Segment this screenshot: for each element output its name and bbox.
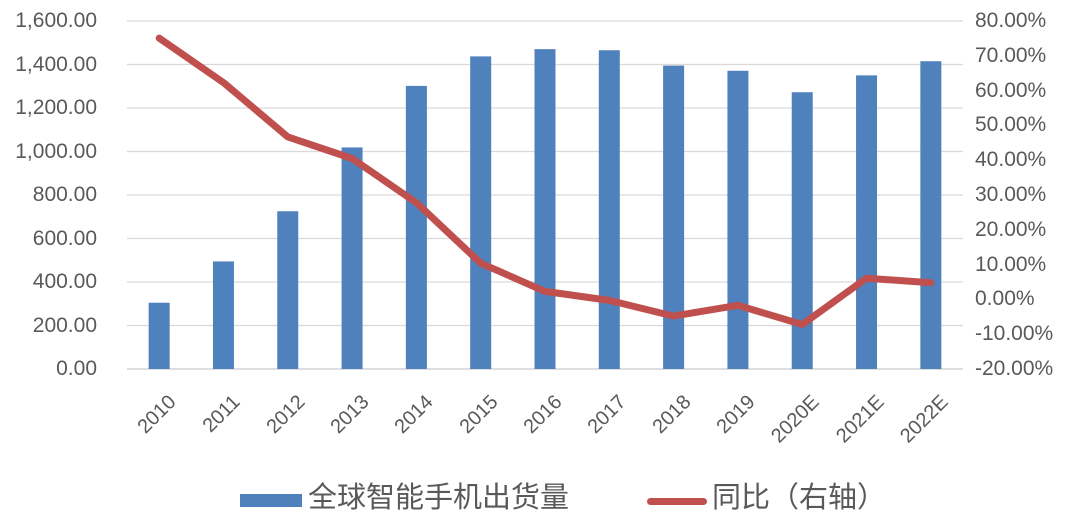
- bar-2011: [212, 261, 234, 369]
- right-axis-tick-label: 40.00%: [975, 148, 1047, 172]
- right-axis-tick-label: 30.00%: [975, 183, 1047, 206]
- left-axis-tick-label: 1,200.00: [15, 96, 97, 119]
- left-axis-tick-label: 400.00: [32, 270, 97, 293]
- bar-2015: [470, 56, 492, 370]
- left-axis-tick-label: 1,600.00: [15, 9, 97, 32]
- bar-2020E: [791, 92, 813, 369]
- right-axis-tick-label: 50.00%: [975, 113, 1047, 137]
- bar-2013: [341, 147, 363, 369]
- bar-2021E: [856, 75, 878, 369]
- left-axis-tick-label: 200.00: [32, 313, 97, 337]
- left-axis-tick-label: 1,400.00: [15, 52, 97, 76]
- bar-2022E: [920, 61, 942, 370]
- right-axis-tick-label: -20.00%: [975, 357, 1054, 380]
- right-axis-tick-label: 80.00%: [975, 9, 1047, 32]
- left-axis-tick-label: 0.00: [56, 357, 97, 380]
- left-axis-tick-label: 1,000.00: [15, 139, 97, 163]
- bar-2010: [148, 302, 170, 369]
- bar-2012: [277, 211, 299, 369]
- right-axis-tick-label: 20.00%: [975, 217, 1047, 241]
- bar-2017: [598, 50, 620, 369]
- legend: 全球智能手机出货量 同比（右轴）: [0, 480, 1080, 523]
- bar-2018: [663, 65, 685, 370]
- bar-2016: [534, 49, 556, 369]
- bar-2019: [727, 70, 749, 369]
- legend-bar-label: 全球智能手机出货量: [308, 482, 570, 514]
- right-axis-tick-label: 10.00%: [975, 252, 1047, 276]
- legend-line-label: 同比（右轴）: [712, 482, 887, 514]
- right-axis-tick-label: -10.00%: [975, 322, 1054, 346]
- left-axis-tick-label: 600.00: [32, 226, 97, 250]
- right-axis-tick-label: 0.00%: [975, 287, 1035, 311]
- bar-2014: [405, 85, 427, 369]
- yoy-line: [155, 34, 935, 328]
- right-axis-tick-label: 60.00%: [975, 78, 1047, 102]
- legend-bar-swatch-icon: [240, 494, 302, 507]
- right-axis-tick-label: 70.00%: [975, 43, 1047, 67]
- legend-line-swatch-icon: [647, 498, 707, 505]
- left-axis-tick-label: 800.00: [32, 183, 97, 206]
